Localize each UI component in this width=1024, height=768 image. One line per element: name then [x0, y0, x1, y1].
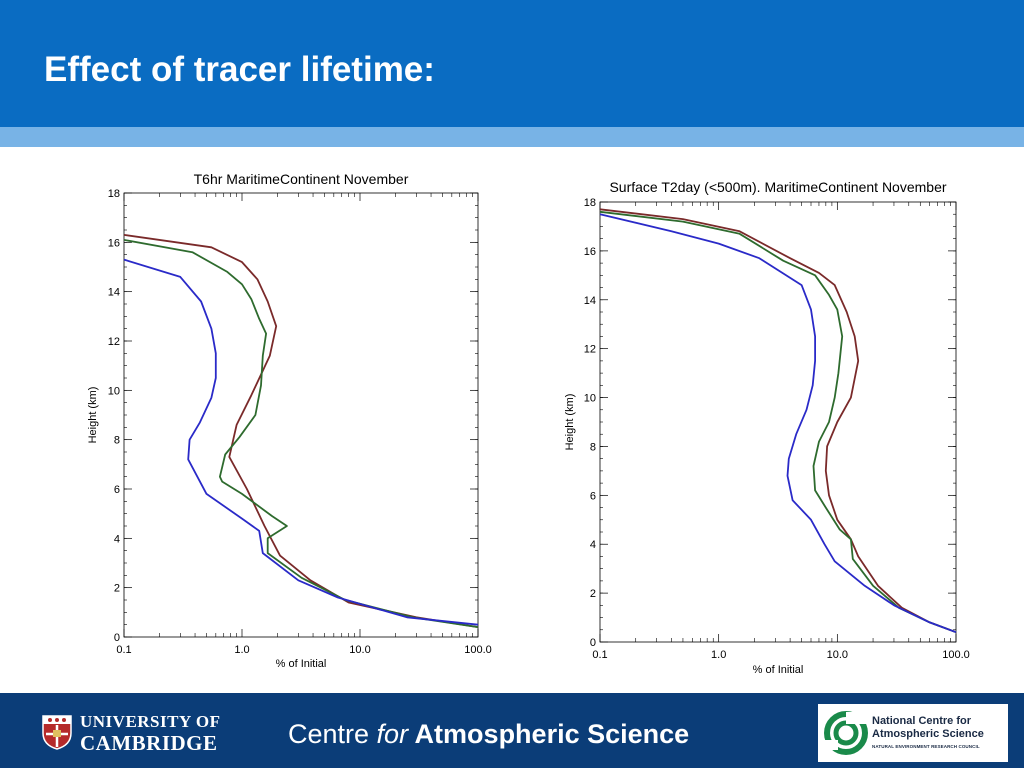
cambridge-logo: UNIVERSITY OF CAMBRIDGE	[42, 712, 221, 756]
ncas-logo: National Centre for Atmospheric Science …	[818, 704, 1008, 762]
y-tick-label: 4	[114, 533, 120, 545]
series-line-2	[599, 210, 957, 634]
y-tick-label: 0	[590, 637, 596, 649]
series-line-1	[599, 208, 957, 634]
slide-header	[0, 0, 1024, 127]
chart-title: Surface T2day (<500m). MaritimeContinent…	[609, 179, 946, 195]
y-axis-label: Height (km)	[564, 394, 576, 451]
y-tick-label: 18	[584, 197, 596, 209]
y-tick-label: 6	[590, 490, 596, 502]
university-line1: UNIVERSITY OF	[80, 712, 221, 731]
y-tick-label: 2	[590, 588, 596, 600]
ncas-line2: Atmospheric Science	[872, 728, 984, 740]
y-tick-label: 18	[108, 188, 120, 200]
x-tick-label: 100.0	[942, 649, 970, 661]
y-tick-label: 4	[590, 539, 596, 551]
ncas-line3: NATURAL ENVIRONMENT RESEARCH COUNCIL	[872, 744, 980, 749]
y-tick-label: 14	[584, 295, 596, 307]
chart-title: T6hr MaritimeContinent November	[194, 171, 409, 187]
series-line-3	[123, 258, 479, 626]
series-line-2	[123, 239, 479, 628]
ncas-line1: National Centre for	[872, 715, 972, 727]
y-tick-label: 8	[114, 435, 120, 447]
y-tick-label: 10	[584, 393, 596, 405]
plot-frame	[599, 201, 957, 643]
y-tick-label: 12	[584, 344, 596, 356]
y-tick-label: 16	[584, 246, 596, 258]
x-axis-label: % of Initial	[753, 664, 804, 676]
y-tick-label: 12	[108, 336, 120, 348]
university-line2: CAMBRIDGE	[80, 731, 218, 755]
series-line-1	[123, 234, 479, 628]
centre-pre: Centre	[288, 719, 377, 749]
x-axis-label: % of Initial	[276, 658, 327, 670]
x-tick-label: 10.0	[349, 644, 370, 656]
x-tick-label: 100.0	[464, 644, 492, 656]
y-tick-label: 14	[108, 287, 120, 299]
x-tick-label: 10.0	[827, 649, 848, 661]
series-line-3	[599, 213, 957, 634]
x-tick-label: 1.0	[711, 649, 726, 661]
x-tick-label: 0.1	[592, 649, 607, 661]
y-tick-label: 0	[114, 632, 120, 644]
y-tick-label: 10	[108, 385, 120, 397]
centre-title: Centre for Atmospheric Science	[288, 719, 689, 750]
ncas-swirl-icon	[824, 711, 868, 755]
y-tick-label: 2	[114, 583, 120, 595]
y-axis-label: Height (km)	[87, 387, 99, 444]
y-tick-label: 16	[108, 237, 120, 249]
slide-title: Effect of tracer lifetime:	[44, 50, 435, 89]
x-tick-label: 1.0	[234, 644, 249, 656]
cambridge-shield-icon	[42, 715, 72, 750]
centre-post: Atmospheric Science	[408, 719, 690, 749]
y-tick-label: 8	[590, 441, 596, 453]
centre-for: for	[376, 719, 409, 749]
x-tick-label: 0.1	[116, 644, 131, 656]
header-stripe	[0, 127, 1024, 147]
y-tick-label: 6	[114, 484, 120, 496]
